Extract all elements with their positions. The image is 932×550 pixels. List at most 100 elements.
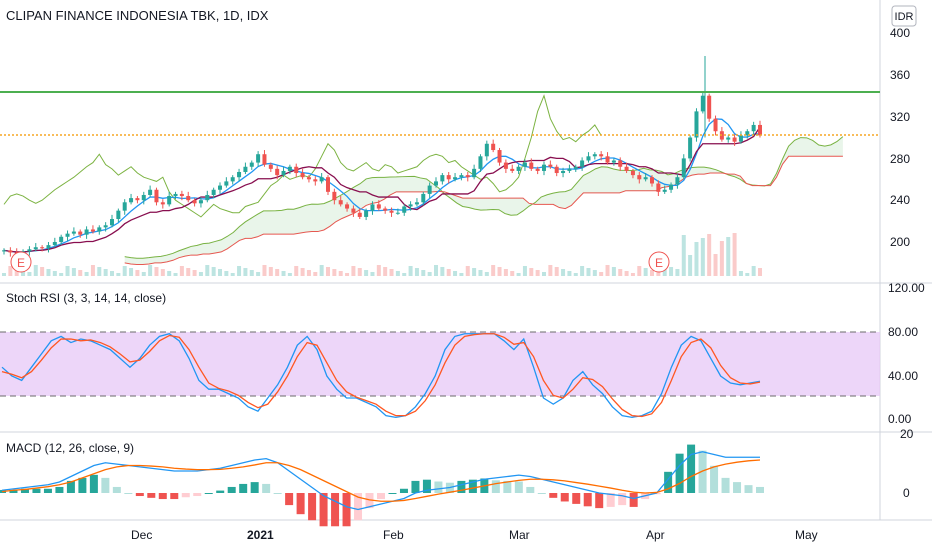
candle-body xyxy=(249,162,254,167)
macd-histogram-bar xyxy=(595,493,604,509)
volume-bar xyxy=(27,272,32,276)
volume-bar xyxy=(624,271,629,276)
candle-body xyxy=(402,206,407,213)
volume-bar xyxy=(554,267,559,276)
macd-histogram-bar xyxy=(43,488,52,493)
volume-bar xyxy=(370,272,375,276)
volume-bar xyxy=(395,271,400,276)
candle-body xyxy=(535,168,540,171)
candle-body xyxy=(599,154,604,157)
candle-body xyxy=(580,160,585,167)
candle-body xyxy=(497,150,502,163)
candle-body xyxy=(630,170,635,176)
candle-body xyxy=(306,177,311,180)
candle-body xyxy=(745,131,750,136)
candle-body xyxy=(46,245,51,249)
candle-body xyxy=(522,162,527,167)
volume-bar xyxy=(580,266,585,276)
macd-histogram-bar xyxy=(112,486,121,493)
volume-bar xyxy=(65,266,70,276)
candle-body xyxy=(148,189,153,195)
macd-histogram-bar xyxy=(629,493,638,507)
volume-bar xyxy=(90,265,95,276)
candle-body xyxy=(662,189,667,192)
volume-bar xyxy=(561,269,566,276)
volume-bar xyxy=(516,273,521,276)
candle-body xyxy=(281,170,286,176)
volume-bar xyxy=(402,273,407,276)
volume-bar xyxy=(478,270,483,276)
volume-bar xyxy=(21,270,26,276)
volume-bar xyxy=(2,273,6,276)
volume-bar xyxy=(383,267,388,276)
macd-histogram-bar xyxy=(193,493,202,497)
volume-bar xyxy=(618,269,623,276)
candle-body xyxy=(357,212,362,217)
candle-body xyxy=(650,177,654,184)
volume-bar xyxy=(268,267,273,276)
volume-bar xyxy=(719,241,724,276)
volume-bars xyxy=(2,233,762,276)
macd-histogram-bar xyxy=(365,493,374,509)
candle-body xyxy=(478,156,483,169)
candle-body xyxy=(414,202,419,205)
candle-body xyxy=(326,177,330,192)
volume-bar xyxy=(497,267,502,276)
volume-bar xyxy=(294,266,299,276)
volume-bar xyxy=(230,273,235,276)
price-tick: 280 xyxy=(890,152,910,166)
candle-body xyxy=(186,196,191,201)
candle-body xyxy=(688,137,693,159)
candle-body xyxy=(319,177,324,182)
kijun-line xyxy=(3,126,761,253)
candle-body xyxy=(618,160,623,167)
currency-badge-label: IDR xyxy=(895,11,914,23)
macd-histogram-bar xyxy=(422,479,431,493)
candle-body xyxy=(427,185,432,194)
currency-badge[interactable] xyxy=(891,5,917,27)
volume-bar xyxy=(40,267,45,276)
volume-bar xyxy=(694,242,699,276)
volume-bar xyxy=(529,268,534,276)
senkou-span-a xyxy=(124,136,844,259)
earnings-marker[interactable] xyxy=(648,251,670,273)
candle-body xyxy=(681,158,686,178)
macd-histogram-bar xyxy=(698,450,707,493)
time-tick: Feb xyxy=(383,528,404,542)
macd-histogram-bar xyxy=(549,493,558,498)
macd-histogram-bar xyxy=(434,481,443,493)
volume-bar xyxy=(503,269,508,276)
volume-bar xyxy=(351,266,356,276)
price-tick: 400 xyxy=(890,26,910,40)
volume-bar xyxy=(319,265,324,276)
candle-body xyxy=(567,168,572,171)
candle-body xyxy=(338,200,343,205)
volume-bar xyxy=(542,272,546,276)
volume-bar xyxy=(224,271,229,276)
volume-bar xyxy=(97,267,102,276)
volume-bar xyxy=(33,265,38,276)
volume-bar xyxy=(669,267,674,276)
candle-body xyxy=(198,200,203,204)
volume-bar xyxy=(306,270,311,276)
macd-histogram-bar xyxy=(32,488,41,493)
macd-histogram-bar xyxy=(20,488,29,493)
macd-histogram-bar xyxy=(710,465,719,493)
senkou-span-b xyxy=(124,155,843,265)
volume-bar xyxy=(472,268,477,276)
volume-bar xyxy=(630,273,635,276)
macd-histogram-bar xyxy=(457,480,466,493)
candle-body xyxy=(446,175,451,180)
macd-histogram-bar xyxy=(135,493,144,497)
volume-bar xyxy=(586,268,591,276)
volume-bar xyxy=(192,270,197,276)
earnings-marker[interactable] xyxy=(10,251,32,273)
volume-bar xyxy=(46,269,51,276)
earnings-marker-label: E xyxy=(17,256,25,270)
macd-histogram-bar xyxy=(66,480,75,493)
candle-body xyxy=(656,183,661,192)
macd-histogram-bar xyxy=(664,471,673,493)
macd-histogram-bar xyxy=(55,486,64,493)
candle-body xyxy=(268,164,273,169)
